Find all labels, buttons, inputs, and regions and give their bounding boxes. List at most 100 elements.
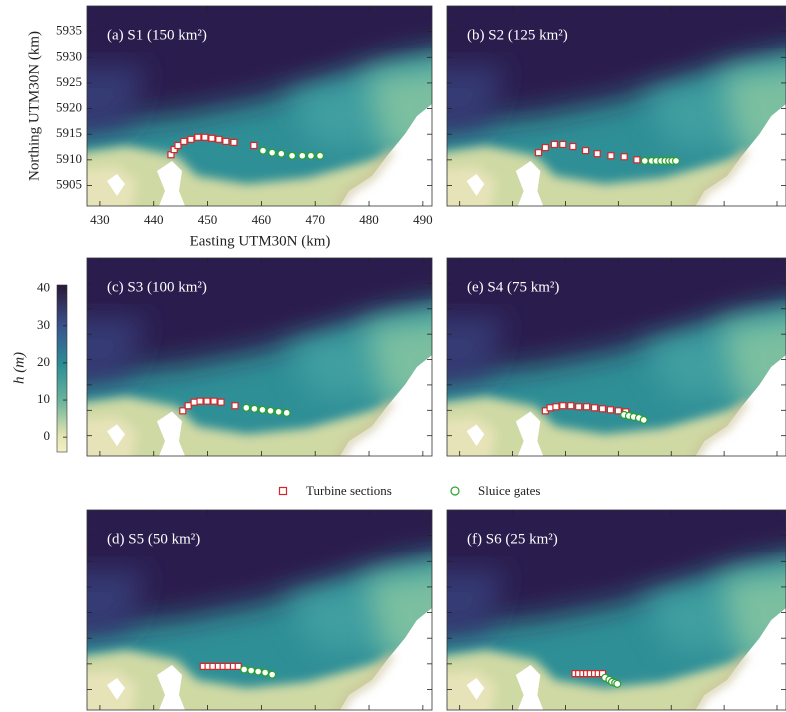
panel-frame (446, 257, 786, 457)
sluice-marker (274, 407, 283, 416)
turbine-marker (593, 150, 601, 158)
turbine-marker (620, 153, 628, 161)
panel-title: (f) S6 (25 km²) (467, 531, 558, 547)
sluice-marker (268, 148, 277, 157)
turbine-marker (187, 135, 195, 143)
turbine-marker (614, 407, 622, 415)
y-tick-label: 5925 (56, 74, 82, 89)
turbine-marker (190, 398, 198, 406)
turbine-marker (170, 145, 178, 154)
sluice-marker (613, 679, 622, 688)
map-background (57, 480, 467, 712)
sluice-marker (306, 151, 315, 160)
turbine-marker (575, 403, 583, 411)
turbine-marker (250, 141, 258, 150)
y-tick-label: 5915 (56, 125, 82, 140)
y-tick-label: 5910 (56, 151, 82, 166)
sluice-marker (268, 670, 277, 679)
turbine-marker (598, 405, 607, 413)
sluice-marker (640, 156, 649, 165)
colorbar-tick-label: 40 (37, 280, 50, 295)
panel-frame (86, 257, 433, 457)
x-tick-label: 460 (252, 212, 272, 227)
turbine-marker (633, 156, 641, 164)
turbine-marker (559, 140, 567, 149)
turbine-marker (180, 137, 188, 145)
turbine-marker (541, 143, 549, 152)
turbine-marker (607, 152, 615, 160)
turbine-marker (215, 135, 223, 143)
colorbar (56, 284, 68, 453)
colorbar-tick-label: 20 (37, 354, 50, 369)
map-background (418, 228, 786, 485)
y-axis-label: Northing UTM30N (km) (26, 31, 42, 181)
turbine-marker (184, 402, 192, 410)
colorbar-tick-label: 30 (37, 317, 50, 332)
panel-frame (446, 509, 786, 711)
turbine-marker (567, 402, 575, 410)
y-tick-label: 5920 (56, 100, 82, 115)
turbine-marker (534, 149, 543, 157)
sluice-marker (316, 151, 325, 160)
sluice-marker (298, 151, 307, 160)
legend-label: Sluice gates (478, 483, 540, 498)
legend-marker (278, 486, 288, 496)
turbine-marker (203, 397, 211, 405)
colorbar-tick-label: 10 (37, 391, 50, 406)
turbine-marker (606, 406, 615, 414)
turbine-marker (590, 404, 599, 412)
x-axis-label: Easting UTM30N (km) (190, 233, 331, 249)
turbine-marker (217, 398, 225, 406)
sluice-marker (250, 404, 259, 413)
turbine-marker (196, 397, 204, 405)
panel-frame (446, 5, 786, 207)
y-tick-label: 5930 (56, 48, 82, 63)
panel-title: (c) S3 (100 km²) (107, 279, 207, 295)
turbine-marker (230, 138, 238, 147)
sluice-marker (247, 666, 256, 675)
x-tick-label: 490 (413, 212, 433, 227)
turbine-marker (550, 140, 558, 149)
x-tick-label: 470 (305, 212, 325, 227)
turbine-marker (559, 402, 567, 410)
x-tick-label: 430 (90, 212, 110, 227)
turbine-marker (231, 402, 239, 410)
y-tick-label: 5905 (56, 176, 82, 191)
sluice-marker (258, 146, 267, 155)
y-tick-label: 5935 (56, 23, 82, 38)
sluice-marker (261, 668, 270, 677)
sluice-marker (266, 406, 275, 415)
sluice-marker (242, 403, 251, 412)
turbine-marker (234, 662, 242, 671)
sluice-marker (254, 667, 263, 676)
turbine-marker (208, 134, 216, 142)
sluice-marker (240, 665, 249, 674)
colorbar-tick-label: 0 (44, 428, 51, 443)
panel-title: (d) S5 (50 km²) (107, 531, 200, 547)
panel-title: (a) S1 (150 km²) (107, 27, 207, 43)
sluice-marker (282, 408, 291, 417)
turbine-marker (552, 403, 560, 411)
turbine-marker (174, 141, 182, 150)
panel-title: (e) S4 (75 km²) (467, 279, 559, 295)
legend-label: Turbine sections (306, 483, 392, 498)
panel-title: (b) S2 (125 km²) (467, 27, 568, 43)
turbine-marker (210, 397, 218, 405)
turbine-marker (222, 137, 230, 145)
sluice-marker (258, 405, 267, 414)
turbine-marker (179, 407, 187, 415)
panel-frame (86, 509, 433, 711)
colorbar-label: h (m) (11, 352, 27, 384)
turbine-marker (583, 403, 591, 411)
turbine-marker (194, 133, 202, 141)
sluice-marker (277, 149, 286, 158)
map-background (57, 228, 467, 485)
x-tick-label: 450 (198, 212, 218, 227)
turbine-marker (546, 404, 554, 412)
turbine-marker (569, 142, 577, 151)
sluice-marker (288, 151, 297, 160)
turbine-marker (581, 147, 590, 155)
sluice-marker (671, 156, 680, 165)
legend-marker (450, 486, 460, 496)
